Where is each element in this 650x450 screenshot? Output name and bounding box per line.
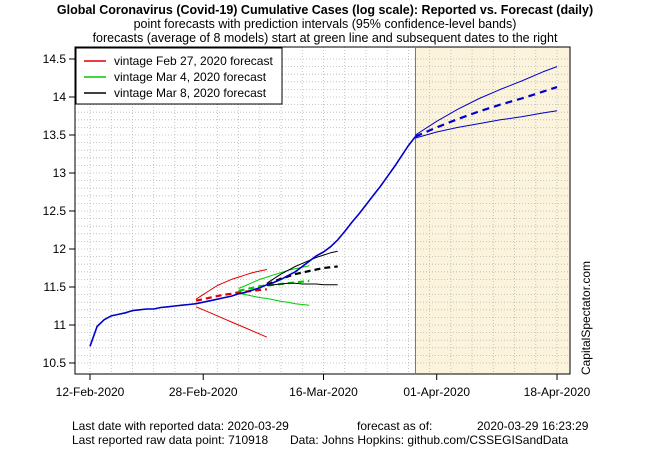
series-upper-band-line xyxy=(266,250,338,284)
legend-label: vintage Feb 27, 2020 forecast xyxy=(114,54,273,68)
y-tick-label: 12.5 xyxy=(43,204,67,218)
forecast-band xyxy=(415,47,570,374)
legend-label: vintage Mar 4, 2020 forecast xyxy=(114,70,267,84)
series-lower-band-line xyxy=(238,292,310,306)
x-tick-label: 18-Apr-2020 xyxy=(524,385,591,399)
current-forecast-upper-line xyxy=(415,66,558,136)
footer-forecast-as-of-value: 2020-03-29 16:23:29 xyxy=(477,419,589,433)
x-tick-label: 12-Feb-2020 xyxy=(56,385,125,399)
current-forecast-point-line xyxy=(415,86,558,138)
footer-last-point: Last reported raw data point: 710918 xyxy=(72,433,269,447)
y-tick-label: 14 xyxy=(53,90,67,104)
y-tick-label: 11 xyxy=(54,318,67,332)
series-upper-band-line xyxy=(238,265,310,289)
y-tick-label: 14.5 xyxy=(43,52,67,66)
chart-title: Global Coronavirus (Covid-19) Cumulative… xyxy=(56,3,594,17)
chart-subtitle: point forecasts with prediction interval… xyxy=(133,17,517,31)
watermark: CapitalSpectator.com xyxy=(579,260,593,376)
series-lower-band-line xyxy=(195,306,268,338)
y-tick-label: 12 xyxy=(53,242,67,256)
legend-label: vintage Mar 8, 2020 forecast xyxy=(114,86,267,100)
legend-box xyxy=(75,47,283,105)
chart-subtitle-2: forecasts (average of 8 models) start at… xyxy=(92,31,558,45)
reported-data-line xyxy=(89,136,417,347)
series-lower-band-line xyxy=(266,282,338,286)
series-point-forecast-line xyxy=(195,288,268,302)
y-tick-label: 11.5 xyxy=(44,280,67,294)
y-tick-label: 13 xyxy=(53,166,67,180)
current-forecast-lower-line xyxy=(415,110,558,139)
footer-forecast-as-of-label: forecast as of: xyxy=(357,419,433,433)
series-upper-band-line xyxy=(195,269,268,300)
x-tick-label: 01-Apr-2020 xyxy=(403,385,470,399)
y-tick-label: 13.5 xyxy=(43,128,67,142)
x-tick-label: 16-Mar-2020 xyxy=(289,385,358,399)
y-tick-label: 10.5 xyxy=(43,356,67,370)
footer-data-source: Data: Johns Hopkins: github.com/CSSEGISa… xyxy=(290,433,569,447)
x-tick-label: 28-Feb-2020 xyxy=(169,385,238,399)
footer-last-date: Last date with reported data: 2020-03-29 xyxy=(72,419,289,433)
